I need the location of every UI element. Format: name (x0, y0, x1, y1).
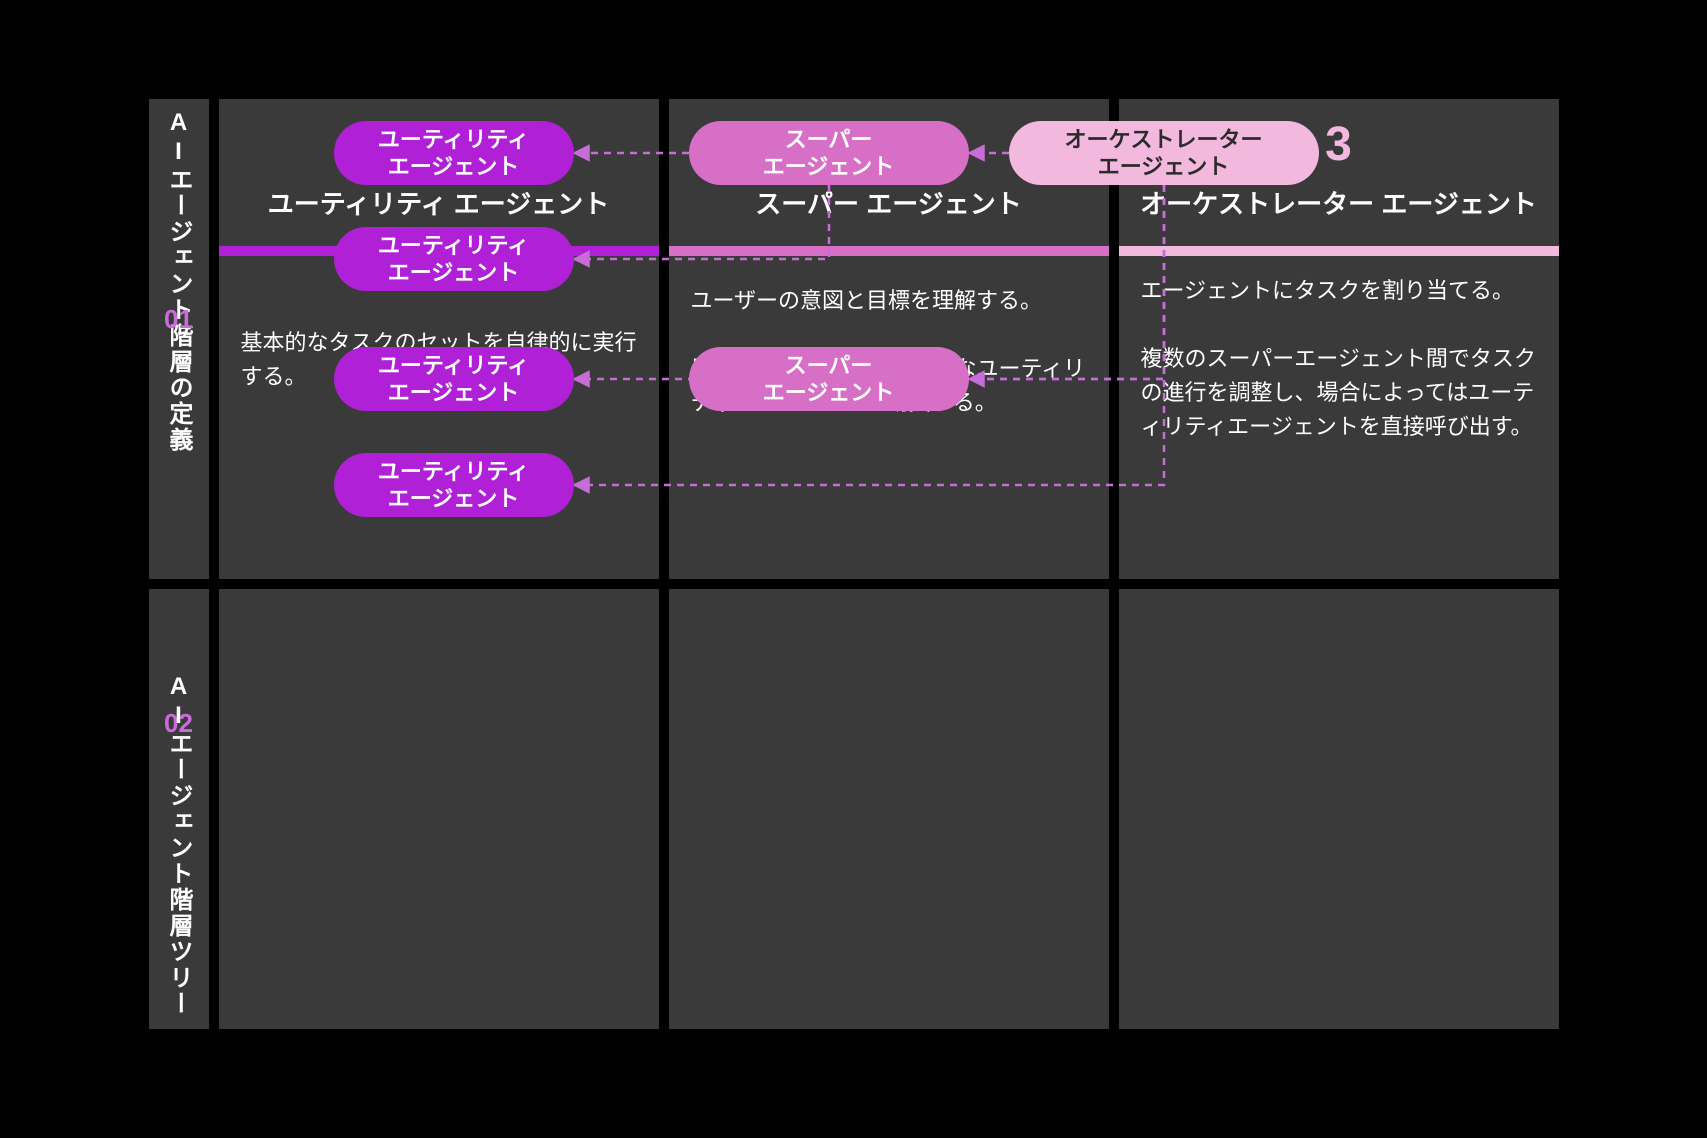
tree-stage: ユーティリティ エージェントユーティリティ エージェントユーティリティ エージェ… (219, 99, 1559, 1039)
tree-edge (969, 185, 1164, 379)
tree-row: 02 AIエージェント階層ツリー ユーティリティ エージェントユーティリティ エ… (149, 589, 1559, 1029)
definitions-side-label: AIエージェント階層の定義 01 (149, 99, 209, 579)
definitions-index: 01 (164, 304, 193, 335)
tree-edge (574, 185, 1164, 485)
tree-side-label: 02 AIエージェント階層ツリー (149, 589, 209, 1029)
tree-node-u1: ユーティリティ エージェント (334, 121, 574, 185)
tree-label-text: AIエージェント階層ツリー (161, 673, 196, 1017)
tree-node-s1: スーパー エージェント (689, 121, 969, 185)
tree-node-s2: スーパー エージェント (689, 347, 969, 411)
tree-node-u3: ユーティリティ エージェント (334, 347, 574, 411)
tree-node-u4: ユーティリティ エージェント (334, 453, 574, 517)
tree-edge (574, 185, 829, 259)
tree-node-u2: ユーティリティ エージェント (334, 227, 574, 291)
tree-node-o1: オーケストレーター エージェント (1009, 121, 1319, 185)
slide: AIエージェント階層の定義 01 1 ユーティリティ エージェント 基本的なタス… (149, 99, 1559, 1039)
